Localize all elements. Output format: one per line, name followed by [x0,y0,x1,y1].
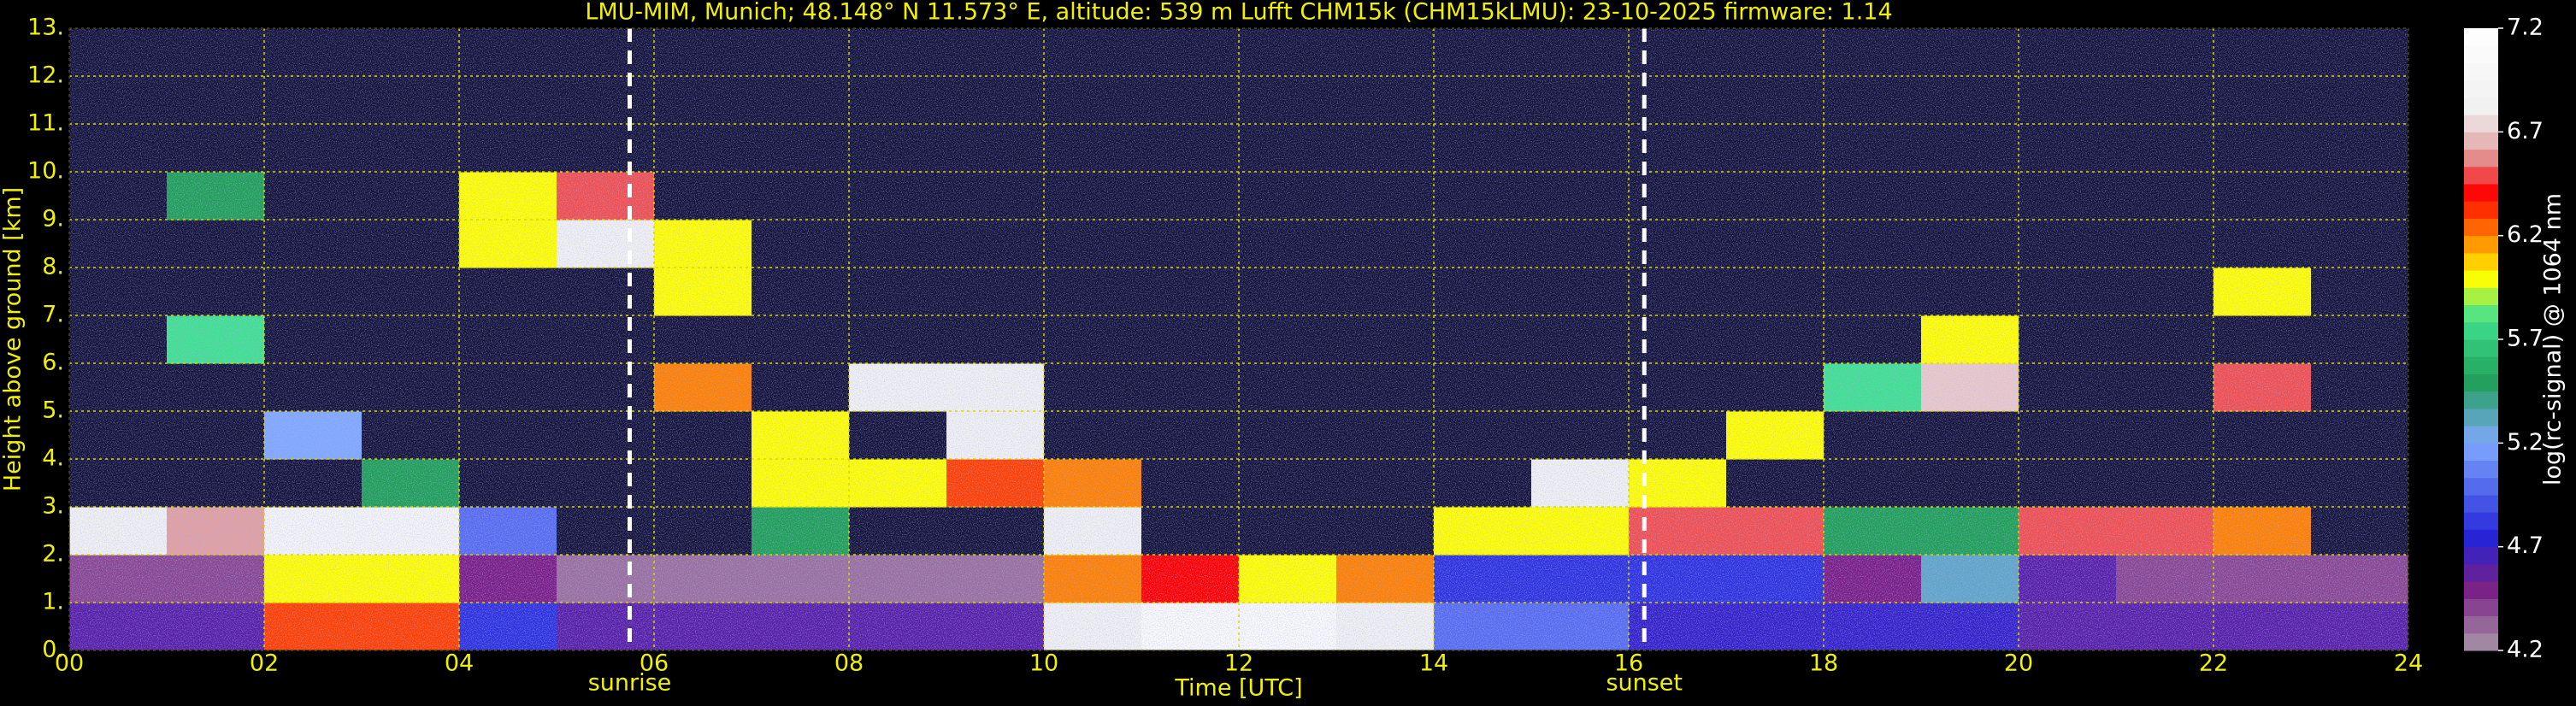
colorbar-band [2464,252,2498,271]
colorbar-band [2464,115,2498,132]
colorbar-band [2464,581,2498,599]
colorbar-tick-label: 4.7 [2507,532,2544,559]
y-tick-label: 7. [42,302,64,328]
colorbar-band [2464,270,2498,288]
x-tick-label: 00 [55,650,84,677]
y-tick-label: 4. [42,445,64,472]
colorbar-band [2464,304,2498,323]
y-tick-label: 2. [42,541,64,568]
colorbar-band [2464,132,2498,150]
chart-title: LMU-MIM, Munich; 48.148° N 11.573° E, al… [585,0,1892,26]
colorbar-tick-label: 7.2 [2507,15,2544,41]
y-axis-label: Height above ground [km] [0,187,27,491]
colorbar-band [2464,443,2498,462]
colorbar-band [2464,495,2498,513]
colorbar-band [2464,408,2498,427]
colorbar-band [2464,632,2498,651]
colorbar-band [2464,321,2498,340]
colorbar-band [2464,356,2498,374]
colorbar-tick-label: 5.2 [2507,429,2544,456]
colorbar-band [2464,339,2498,357]
x-axis-label: Time [UTC] [1174,675,1302,702]
y-tick-label: 12. [27,62,64,89]
colorbar-band [2464,149,2498,168]
x-tick-label: 12 [1224,650,1253,677]
annotation-label: sunrise [588,670,672,697]
y-tick-label: 9. [42,206,64,232]
colorbar-band [2464,529,2498,548]
colorbar-band [2464,45,2498,63]
colorbar-tick-label: 6.2 [2507,221,2544,248]
colorbar-band [2464,546,2498,565]
x-tick-label: 20 [2004,650,2033,677]
y-tick-label: 6. [42,350,64,376]
overlay: 0. 1. 2. 3. 4. 5. 6. 7. 8. 9. 10. 11. 12. 13. 00 02 04 06… [27,15,2544,697]
x-tick-label: 14 [1419,650,1448,677]
x-tick-label: 08 [834,650,864,677]
y-tick-label: 5. [42,397,64,424]
x-tick-label: 16 [1614,650,1643,677]
colorbar-band [2464,235,2498,254]
colorbar-tick-label: 6.7 [2507,118,2544,144]
annotation-label: sunset [1606,670,1683,697]
colorbar-band [2464,615,2498,634]
colorbar-band [2464,391,2498,409]
colorbar-band [2464,426,2498,444]
plot-frame [68,27,2409,651]
x-tick-label: 06 [640,650,669,677]
y-tick-label: 10. [27,158,64,185]
colorbar-band [2464,563,2498,582]
y-tick-label: 3. [42,493,64,520]
colorbar-band [2464,460,2498,479]
y-tick-label: 13. [27,15,64,41]
colorbar-band [2464,598,2498,617]
colorbar-band [2464,477,2498,496]
colorbar-band [2464,97,2498,115]
x-tick-label: 02 [250,650,279,677]
y-tick-label: 8. [42,254,64,280]
y-tick-label: 1. [42,589,64,615]
y-tick-label: 0. [42,637,64,663]
colorbar-band [2464,28,2498,46]
colorbar-band [2464,287,2498,306]
colorbar-band [2464,201,2498,219]
colorbar-tick-label: 5.7 [2507,326,2544,352]
y-tick-label: 11. [27,110,64,137]
colorbar-label: log(rc-signal) @ 1064 nm [2540,193,2567,485]
colorbar-band [2464,184,2498,202]
x-tick-label: 22 [2199,650,2228,677]
x-tick-label: 18 [1809,650,1838,677]
colorbar-tick-label: 4.2 [2507,637,2544,663]
colorbar-band [2464,166,2498,185]
colorbar-band [2464,79,2498,98]
colorbar-band [2464,374,2498,392]
colorbar-band [2464,218,2498,237]
colorbar-band [2464,62,2498,81]
x-tick-label: 10 [1029,650,1058,677]
x-tick-label: 04 [445,650,474,677]
colorbar-band [2464,512,2498,530]
x-tick-label: 24 [2394,650,2423,677]
